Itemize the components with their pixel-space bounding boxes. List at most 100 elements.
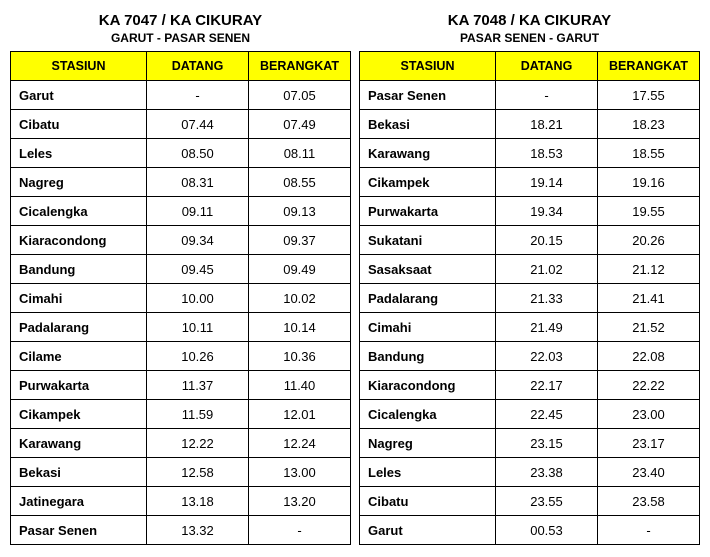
table-row: Cimahi21.4921.52 <box>360 313 700 342</box>
left-tbody: Garut - 07.05Cibatu07.4407.49Leles08.5008.… <box>11 81 351 545</box>
table-row: Purwakarta11.3711.40 <box>11 371 351 400</box>
table-row: Garut00.53- <box>360 516 700 545</box>
cell-datang: 22.45 <box>496 400 598 429</box>
cell-stasiun: Kiaracondong <box>11 226 147 255</box>
cell-datang: 11.59 <box>147 400 249 429</box>
cell-berangkat: 12.24 <box>249 429 351 458</box>
cell-berangkat: 18.23 <box>598 110 700 139</box>
cell-datang: 21.33 <box>496 284 598 313</box>
cell-stasiun: Cilame <box>11 342 147 371</box>
cell-stasiun: Garut <box>360 516 496 545</box>
table-row: Pasar Senen13.32- <box>11 516 351 545</box>
table-row: Bekasi18.2118.23 <box>360 110 700 139</box>
cell-stasiun: Nagreg <box>360 429 496 458</box>
col-stasiun: STASIUN <box>360 52 496 81</box>
table-row: Leles23.3823.40 <box>360 458 700 487</box>
cell-stasiun: Bandung <box>11 255 147 284</box>
cell-berangkat: - <box>249 516 351 545</box>
col-datang: DATANG <box>496 52 598 81</box>
cell-stasiun: Purwakarta <box>360 197 496 226</box>
cell-berangkat: 23.17 <box>598 429 700 458</box>
cell-berangkat: 22.22 <box>598 371 700 400</box>
right-panel: KA 7048 / KA CIKURAY PASAR SENEN - GARUT… <box>359 12 700 545</box>
cell-datang: - <box>496 81 598 110</box>
cell-datang: 09.34 <box>147 226 249 255</box>
cell-berangkat: 20.26 <box>598 226 700 255</box>
cell-stasiun: Padalarang <box>11 313 147 342</box>
col-berangkat: BERANGKAT <box>249 52 351 81</box>
cell-berangkat: 23.00 <box>598 400 700 429</box>
table-row: Cicalengka22.4523.00 <box>360 400 700 429</box>
table-row: Bekasi12.5813.00 <box>11 458 351 487</box>
cell-berangkat: 07.49 <box>249 110 351 139</box>
left-table: STASIUN DATANG BERANGKAT Garut - 07.05Ciba… <box>10 51 351 545</box>
cell-datang: 07.44 <box>147 110 249 139</box>
cell-stasiun: Karawang <box>11 429 147 458</box>
cell-berangkat: 07.05 <box>249 81 351 110</box>
cell-stasiun: Leles <box>11 139 147 168</box>
cell-berangkat: 23.58 <box>598 487 700 516</box>
cell-stasiun: Karawang <box>360 139 496 168</box>
table-row: Cibatu07.4407.49 <box>11 110 351 139</box>
table-row: Cilame10.2610.36 <box>11 342 351 371</box>
table-row: Jatinegara13.1813.20 <box>11 487 351 516</box>
cell-datang: 13.18 <box>147 487 249 516</box>
cell-berangkat: 08.11 <box>249 139 351 168</box>
cell-berangkat: - <box>598 516 700 545</box>
cell-berangkat: 19.55 <box>598 197 700 226</box>
right-tbody: Pasar Senen-17.55Bekasi18.2118.23Karawan… <box>360 81 700 545</box>
col-berangkat: BERANGKAT <box>598 52 700 81</box>
cell-datang: 22.03 <box>496 342 598 371</box>
cell-berangkat: 09.49 <box>249 255 351 284</box>
cell-berangkat: 10.36 <box>249 342 351 371</box>
cell-datang: 08.50 <box>147 139 249 168</box>
cell-stasiun: Cikampek <box>360 168 496 197</box>
cell-datang: 09.45 <box>147 255 249 284</box>
table-header-row: STASIUN DATANG BERANGKAT <box>360 52 700 81</box>
cell-datang: 19.14 <box>496 168 598 197</box>
col-datang: DATANG <box>147 52 249 81</box>
cell-berangkat: 09.37 <box>249 226 351 255</box>
cell-stasiun: Pasar Senen <box>360 81 496 110</box>
table-row: Cikampek19.1419.16 <box>360 168 700 197</box>
cell-berangkat: 21.12 <box>598 255 700 284</box>
cell-datang: 19.34 <box>496 197 598 226</box>
cell-stasiun: Sasaksaat <box>360 255 496 284</box>
cell-berangkat: 17.55 <box>598 81 700 110</box>
table-row: Bandung09.4509.49 <box>11 255 351 284</box>
cell-berangkat: 19.16 <box>598 168 700 197</box>
table-row: Padalarang10.1110.14 <box>11 313 351 342</box>
table-row: Karawang18.5318.55 <box>360 139 700 168</box>
cell-stasiun: Bekasi <box>360 110 496 139</box>
cell-datang: 18.21 <box>496 110 598 139</box>
cell-berangkat: 21.52 <box>598 313 700 342</box>
table-row: Cibatu23.5523.58 <box>360 487 700 516</box>
cell-berangkat: 13.00 <box>249 458 351 487</box>
table-row: Leles08.5008.11 <box>11 139 351 168</box>
right-subtitle: PASAR SENEN - GARUT <box>359 31 700 45</box>
table-row: Bandung22.0322.08 <box>360 342 700 371</box>
cell-datang: 09.11 <box>147 197 249 226</box>
cell-berangkat: 23.40 <box>598 458 700 487</box>
table-row: Pasar Senen-17.55 <box>360 81 700 110</box>
cell-berangkat: 10.14 <box>249 313 351 342</box>
cell-datang: 23.15 <box>496 429 598 458</box>
right-title: KA 7048 / KA CIKURAY <box>359 12 700 29</box>
right-table: STASIUN DATANG BERANGKAT Pasar Senen-17.… <box>359 51 700 545</box>
cell-stasiun: Kiaracondong <box>360 371 496 400</box>
table-header-row: STASIUN DATANG BERANGKAT <box>11 52 351 81</box>
cell-datang: 13.32 <box>147 516 249 545</box>
cell-stasiun: Garut <box>11 81 147 110</box>
cell-datang: 21.49 <box>496 313 598 342</box>
cell-stasiun: Cikampek <box>11 400 147 429</box>
cell-berangkat: 18.55 <box>598 139 700 168</box>
cell-stasiun: Sukatani <box>360 226 496 255</box>
cell-stasiun: Cimahi <box>11 284 147 313</box>
cell-berangkat: 21.41 <box>598 284 700 313</box>
table-row: Nagreg23.1523.17 <box>360 429 700 458</box>
table-row: Kiaracondong09.3409.37 <box>11 226 351 255</box>
cell-berangkat: 22.08 <box>598 342 700 371</box>
tables-wrap: KA 7047 / KA CIKURAY GARUT - PASAR SENEN… <box>10 12 700 545</box>
left-title: KA 7047 / KA CIKURAY <box>10 12 351 29</box>
left-panel: KA 7047 / KA CIKURAY GARUT - PASAR SENEN… <box>10 12 351 545</box>
